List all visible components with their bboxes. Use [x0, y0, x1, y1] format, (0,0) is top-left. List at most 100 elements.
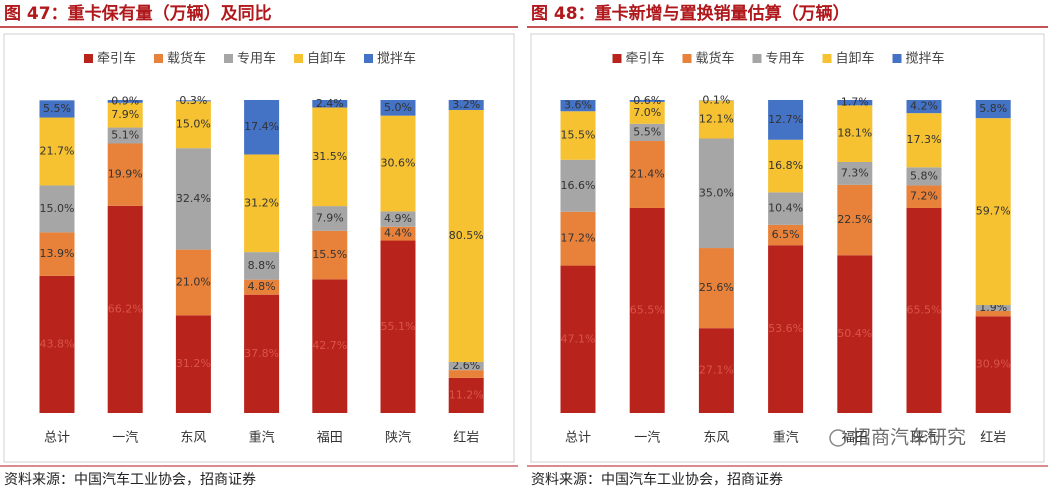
bar-segment: [107, 102, 143, 128]
data-label: 4.9%: [384, 212, 412, 225]
data-label: 43.8%: [40, 337, 75, 350]
data-label: 7.9%: [316, 211, 344, 224]
x-tick-label: 重汽: [249, 430, 275, 446]
legend-label: 牵引车: [626, 51, 665, 67]
data-label: 19.9%: [108, 168, 143, 181]
bar-segment: [560, 100, 596, 112]
data-label: 65.5%: [907, 303, 942, 316]
x-tick-label: 陕汽: [911, 431, 937, 446]
data-label: 21.7%: [40, 144, 75, 157]
x-tick-label: 一汽: [112, 431, 138, 446]
legend-label: 牵引车: [97, 51, 136, 67]
data-label: 13.9%: [40, 247, 75, 260]
bar-segment: [560, 265, 596, 413]
data-label: 7.0%: [633, 106, 661, 119]
legend-label: 载货车: [696, 51, 735, 67]
x-tick-label: 东风: [703, 431, 729, 446]
data-label: 6.5%: [772, 228, 800, 241]
data-label: 7.2%: [910, 190, 938, 203]
data-label: 47.1%: [561, 332, 596, 345]
bar-segment: [698, 248, 734, 329]
bar-segment: [244, 294, 280, 413]
bar-segment: [906, 113, 942, 168]
legend-swatch: [84, 54, 93, 63]
x-tick-label: 总计: [565, 431, 591, 446]
bar-segment: [244, 252, 280, 280]
x-tick-label: 陕汽: [385, 431, 411, 446]
data-label: 4.2%: [910, 100, 938, 113]
bar-segment: [629, 141, 665, 208]
bar-segment: [975, 316, 1011, 413]
data-label: 53.6%: [768, 322, 803, 335]
data-label: 8.8%: [248, 259, 276, 272]
bar-segment: [837, 100, 873, 106]
legend-label: 专用车: [766, 51, 805, 67]
data-label: 21.0%: [176, 275, 211, 288]
bar-segment: [768, 224, 804, 246]
bar-segment: [698, 328, 734, 413]
legend-swatch: [682, 54, 692, 63]
legend-label: 自卸车: [307, 51, 346, 67]
bar-segment: [448, 361, 484, 371]
bar-segment: [175, 148, 211, 250]
data-label: 32.4%: [176, 192, 211, 205]
bar-segment: [312, 206, 348, 231]
bar-segment: [448, 377, 484, 413]
bar-segment: [107, 205, 143, 413]
data-label: 5.8%: [979, 102, 1007, 115]
bar-segment: [175, 101, 211, 149]
bar-segment: [560, 159, 596, 212]
legend-label: 专用车: [237, 51, 276, 67]
data-label: 2.6%: [452, 359, 480, 372]
data-label: 15.0%: [40, 202, 75, 215]
bar-segment: [837, 184, 873, 256]
bar-segment: [975, 310, 1011, 317]
x-tick-label: 福田: [842, 431, 868, 446]
data-label: 15.5%: [561, 129, 596, 142]
watermark: 招商汽车研究: [852, 427, 966, 449]
data-label: 10.4%: [768, 202, 803, 215]
chart-title: 图 48：重卡新增与置换销量估算（万辆）: [531, 3, 850, 24]
bar-segment: [175, 100, 211, 102]
data-label: 25.6%: [699, 281, 734, 294]
data-label: 59.7%: [976, 205, 1011, 218]
chart-title: 图 47：重卡保有量（万辆）及同比: [4, 3, 272, 24]
plot-frame: [530, 33, 1045, 463]
bar-segment: [906, 167, 942, 186]
bar-segment: [39, 117, 75, 186]
source: 资料来源：中国汽车工业协会，招商证券: [4, 471, 256, 488]
data-label: 12.7%: [768, 113, 803, 126]
x-tick-label: 红岩: [980, 430, 1006, 446]
bar-segment: [39, 232, 75, 276]
bar-segment: [629, 207, 665, 413]
bar-segment: [39, 275, 75, 413]
bar-segment: [312, 230, 348, 280]
data-label: 7.3%: [841, 166, 869, 179]
legend-label: 搅拌车: [377, 51, 416, 67]
x-tick-label: 东风: [180, 431, 206, 446]
bar-segment: [837, 105, 873, 162]
bar-segment: [448, 370, 484, 378]
data-label: 18.1%: [837, 127, 872, 140]
legend-swatch: [364, 54, 373, 63]
data-label: 12.1%: [699, 113, 734, 126]
bar-segment: [698, 100, 734, 139]
bar-segment: [244, 100, 280, 155]
data-label: 22.5%: [837, 213, 872, 226]
data-label: 30.6%: [381, 157, 416, 170]
bar-segment: [312, 107, 348, 207]
data-label: 65.5%: [630, 303, 665, 316]
bar-segment: [560, 211, 596, 266]
bar-segment: [975, 118, 1011, 306]
data-label: 15.5%: [312, 248, 347, 261]
data-label: 4.8%: [248, 280, 276, 293]
bar-segment: [39, 100, 75, 118]
bar-segment: [312, 100, 348, 108]
watermark-icon: [829, 429, 847, 447]
bar-segment: [175, 249, 211, 316]
bar-segment: [768, 139, 804, 193]
data-label: 0.1%: [702, 93, 730, 106]
plot-frame: [3, 33, 515, 463]
bar-segment: [448, 110, 484, 362]
